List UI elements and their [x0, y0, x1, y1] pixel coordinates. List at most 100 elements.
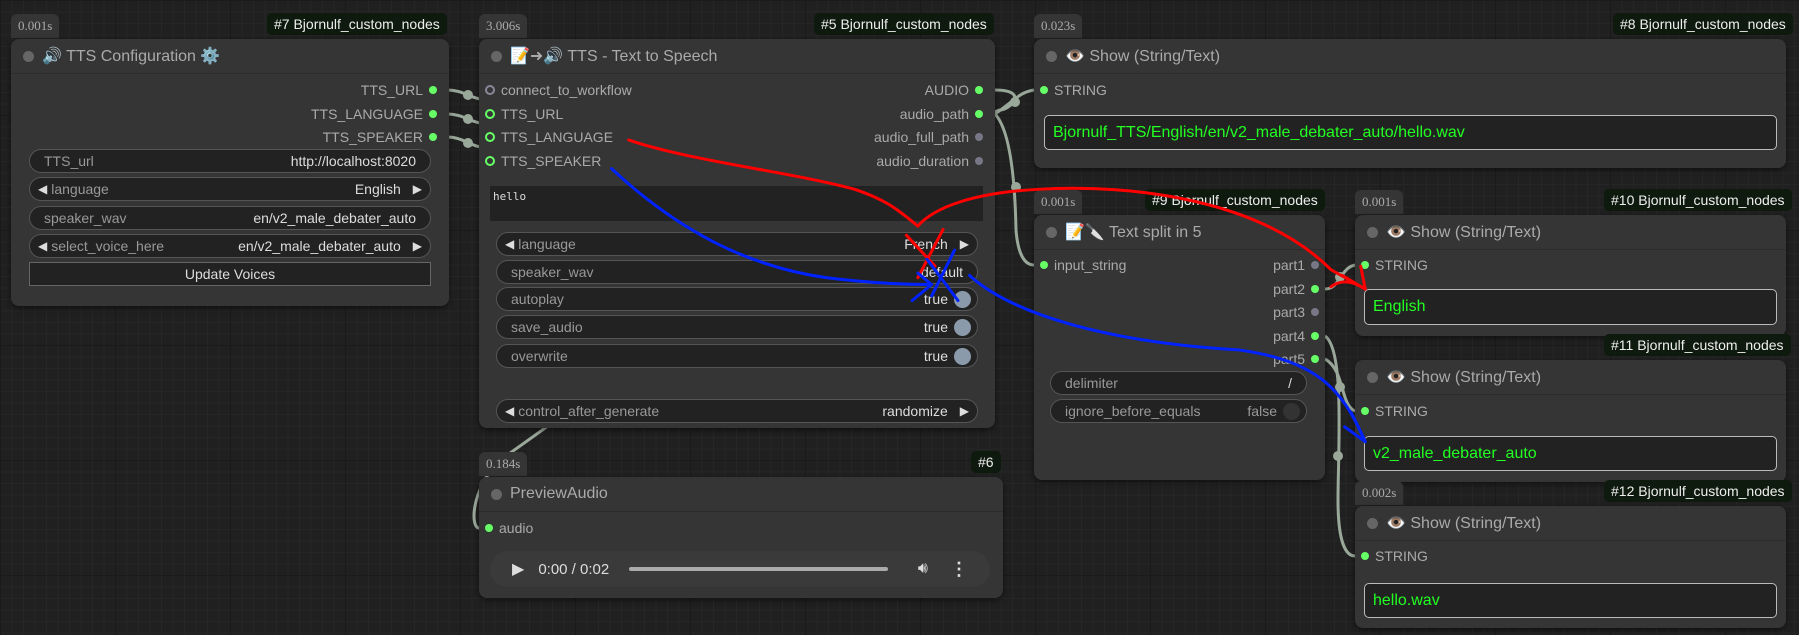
input-dot[interactable]	[1361, 552, 1369, 560]
widget-speaker-wav[interactable]: speaker_wav en/v2_male_debater_auto	[29, 206, 431, 230]
widget-ignore-before-equals[interactable]: ignore_before_equals false	[1050, 399, 1307, 423]
collapse-dot[interactable]	[1367, 371, 1378, 383]
output-dot[interactable]	[1311, 332, 1319, 340]
input-string[interactable]: STRING	[1361, 546, 1428, 566]
input-dot[interactable]	[1040, 261, 1048, 269]
input-dot[interactable]	[1040, 86, 1048, 94]
output-part1[interactable]: part1	[1273, 255, 1319, 275]
audio-progress-bar[interactable]	[629, 567, 888, 571]
input-string[interactable]: STRING	[1040, 80, 1107, 100]
arrow-right-icon[interactable]: ▶	[959, 237, 969, 251]
output-dot[interactable]	[1311, 285, 1319, 293]
widget-label: TTS_url	[44, 153, 94, 169]
node-preview-audio[interactable]: PreviewAudio audio ▶ 0:00 / 0:02 🔊︎ ⋮	[479, 477, 1003, 598]
text-input[interactable]: hello	[490, 186, 983, 221]
input-dot[interactable]	[485, 524, 493, 532]
toggle-knob[interactable]	[954, 318, 971, 336]
widget-delimiter[interactable]: delimiter /	[1050, 371, 1307, 395]
arrow-left-icon[interactable]: ◀	[38, 182, 48, 196]
input-audio[interactable]: audio	[485, 518, 533, 538]
node-tts-text-to-speech[interactable]: 📝➜🔊 TTS - Text to Speech connect_to_work…	[479, 39, 995, 428]
output-tts-speaker[interactable]: TTS_SPEAKER	[323, 127, 437, 147]
widget-speaker-wav[interactable]: speaker_wav default	[496, 260, 978, 284]
node-timer: 0.001s	[1355, 190, 1404, 214]
input-dot[interactable]	[485, 132, 495, 142]
output-dot[interactable]	[975, 86, 983, 94]
toggle-knob[interactable]	[954, 290, 971, 308]
output-tts-url[interactable]: TTS_URL	[361, 80, 437, 100]
output-dot[interactable]	[975, 133, 983, 141]
arrow-left-icon[interactable]: ◀	[505, 404, 515, 418]
collapse-dot[interactable]	[1046, 50, 1057, 62]
node-show-string-8[interactable]: 👁️ Show (String/Text) STRING Bjornulf_TT…	[1034, 39, 1786, 168]
arrow-right-icon[interactable]: ▶	[959, 404, 969, 418]
input-connect-to-workflow[interactable]: connect_to_workflow	[485, 80, 632, 100]
input-dot[interactable]	[485, 85, 495, 95]
output-dot[interactable]	[429, 110, 437, 118]
output-dot[interactable]	[1311, 355, 1319, 363]
widget-tts-url[interactable]: TTS_url http://localhost:8020	[29, 149, 431, 173]
widget-value: randomize	[882, 403, 948, 419]
node-timer: 0.023s	[1034, 14, 1083, 38]
node-badge: #12 Bjornulf_custom_nodes	[1604, 480, 1792, 502]
arrow-left-icon[interactable]: ◀	[38, 239, 48, 253]
output-audio-path[interactable]: audio_path	[900, 104, 983, 124]
widget-language[interactable]: ◀ language English ▶	[29, 177, 431, 201]
toggle-knob[interactable]	[1283, 402, 1300, 420]
output-part5[interactable]: part5	[1273, 349, 1319, 369]
volume-icon[interactable]: 🔊︎	[917, 560, 928, 577]
input-tts-speaker[interactable]: TTS_SPEAKER	[485, 151, 601, 171]
output-audio-duration[interactable]: audio_duration	[876, 151, 983, 171]
widget-autoplay[interactable]: autoplay true	[496, 287, 978, 311]
output-dot[interactable]	[429, 86, 437, 94]
widget-control-after-generate[interactable]: ◀ control_after_generate randomize ▶	[496, 399, 978, 423]
node-show-string-11[interactable]: 👁️ Show (String/Text) STRING v2_male_deb…	[1355, 360, 1786, 482]
widget-value: en/v2_male_debater_auto	[253, 210, 416, 226]
output-audio-full-path[interactable]: audio_full_path	[874, 127, 983, 147]
input-tts-url[interactable]: TTS_URL	[485, 104, 563, 124]
output-tts-language[interactable]: TTS_LANGUAGE	[311, 104, 437, 124]
output-part4[interactable]: part4	[1273, 326, 1319, 346]
output-dot[interactable]	[975, 110, 983, 118]
node-show-string-12[interactable]: 👁️ Show (String/Text) STRING hello.wav	[1355, 506, 1786, 628]
widget-overwrite[interactable]: overwrite true	[496, 344, 978, 368]
more-options-icon[interactable]: ⋮	[950, 558, 968, 579]
output-dot[interactable]	[429, 133, 437, 141]
node-text-split[interactable]: 📝🔪 Text split in 5 input_string part1 pa…	[1034, 215, 1325, 480]
output-dot[interactable]	[1311, 261, 1319, 269]
collapse-dot[interactable]	[491, 50, 502, 62]
widget-select-voice[interactable]: ◀ select_voice_here en/v2_male_debater_aut…	[29, 234, 431, 258]
toggle-knob[interactable]	[954, 347, 971, 365]
output-dot[interactable]	[1311, 308, 1319, 316]
input-dot[interactable]	[485, 156, 495, 166]
collapse-dot[interactable]	[1367, 517, 1378, 529]
input-tts-language[interactable]: TTS_LANGUAGE	[485, 127, 613, 147]
output-dot[interactable]	[975, 157, 983, 165]
node-tts-configuration[interactable]: 🔊 TTS Configuration ⚙️ TTS_URL TTS_LANGU…	[11, 39, 449, 306]
input-dot[interactable]	[1361, 407, 1369, 415]
input-string[interactable]: STRING	[1361, 401, 1428, 421]
output-audio[interactable]: AUDIO	[925, 80, 983, 100]
output-part3[interactable]: part3	[1273, 302, 1319, 322]
audio-time: 0:00 / 0:02	[538, 560, 610, 578]
node-show-string-10[interactable]: 👁️ Show (String/Text) STRING English	[1355, 215, 1786, 336]
output-part2[interactable]: part2	[1273, 279, 1319, 299]
input-input-string[interactable]: input_string	[1040, 255, 1126, 275]
input-dot[interactable]	[1361, 261, 1369, 269]
play-icon[interactable]: ▶	[512, 561, 525, 578]
widget-save-audio[interactable]: save_audio true	[496, 315, 978, 339]
collapse-dot[interactable]	[23, 50, 34, 62]
update-voices-button[interactable]: Update Voices	[29, 262, 431, 286]
arrow-left-icon[interactable]: ◀	[505, 237, 515, 251]
node-timer: 0.184s	[479, 452, 528, 476]
widget-language[interactable]: ◀ language French ▶	[496, 232, 978, 256]
arrow-right-icon[interactable]: ▶	[412, 239, 422, 253]
collapse-dot[interactable]	[1367, 226, 1378, 238]
collapse-dot[interactable]	[491, 488, 502, 500]
widget-label: overwrite	[511, 348, 568, 364]
collapse-dot[interactable]	[1046, 226, 1057, 238]
arrow-right-icon[interactable]: ▶	[412, 182, 422, 196]
audio-player[interactable]: ▶ 0:00 / 0:02 🔊︎ ⋮	[490, 551, 990, 587]
input-string[interactable]: STRING	[1361, 255, 1428, 275]
input-dot[interactable]	[485, 109, 495, 119]
